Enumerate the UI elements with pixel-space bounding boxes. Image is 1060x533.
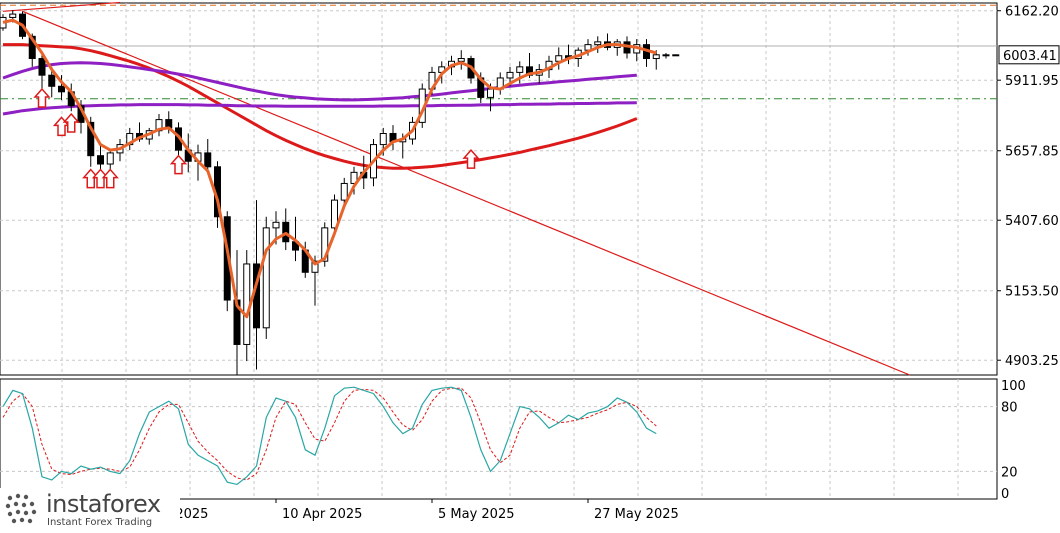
candle-body: [350, 171, 358, 184]
last-price-tag: [998, 45, 1060, 65]
candle-body: [457, 58, 465, 62]
oscillator-tick-label: 100: [1001, 379, 1026, 394]
candle-body: [106, 152, 114, 165]
candle-body: [97, 155, 104, 165]
up-arrow-icon: [62, 112, 80, 133]
candle-body: [243, 263, 251, 345]
candle-body: [38, 58, 46, 76]
candle-body: [340, 182, 348, 201]
price-tick-label: 6162.20: [1005, 5, 1059, 20]
price-tick-label: 5153.50: [1005, 285, 1059, 300]
brand-tagline: Instant Forex Trading: [47, 517, 153, 528]
candle-body: [272, 221, 280, 229]
candle-body: [204, 152, 212, 168]
brand-name: instaforex: [46, 490, 161, 518]
candle-body: [48, 74, 56, 87]
price-tick-label: 5657.85: [1005, 145, 1059, 160]
candle-body: [58, 85, 65, 93]
oscillator-tick-label: 80: [1001, 401, 1018, 416]
brand-logo: instaforex Instant Forex Trading: [0, 488, 180, 533]
up-arrow-icon: [101, 168, 119, 189]
candle-body: [379, 132, 387, 146]
price-tick-label: 5911.95: [1005, 74, 1059, 89]
candle-body: [28, 35, 36, 60]
up-arrow-icon: [169, 154, 188, 175]
candle-body: [331, 199, 338, 229]
candle-body: [87, 121, 95, 157]
candle-body: [672, 54, 680, 57]
date-label: 27 May 2025: [594, 507, 679, 522]
oscillator-panel: [0, 378, 998, 500]
moving-average-line: [3, 43, 638, 170]
up-arrow-icon: [462, 148, 480, 169]
candle-body: [506, 71, 514, 79]
price-tick-label: 4903.25: [1005, 354, 1059, 369]
stochastic-main-line: [2, 386, 657, 486]
candle-body: [662, 54, 670, 57]
candle-body: [487, 88, 494, 98]
candle-body: [516, 66, 524, 73]
price-tick-label: 5407.60: [1005, 214, 1059, 229]
moving-average-line: [2, 61, 637, 102]
main-panel: [0, 2, 998, 376]
stochastic-signal-line: [2, 387, 657, 481]
date-label: 5 May 2025: [438, 507, 515, 522]
brand-globe-icon: [5, 493, 37, 524]
candle-body: [9, 13, 17, 18]
candle-body: [311, 260, 319, 273]
up-arrow-icon: [33, 87, 51, 108]
moving-average-line: [2, 18, 657, 319]
oscillator-tick-label: 20: [1001, 465, 1018, 480]
last-price-label: 6003.41: [1003, 49, 1057, 64]
candle-body: [652, 54, 660, 60]
trendline: [2, 1, 121, 12]
date-label: 10 Apr 2025: [282, 507, 362, 522]
moving-average-line: [2, 101, 637, 116]
candle-body: [321, 227, 329, 262]
oscillator-tick-label: 0: [1001, 487, 1009, 502]
candle-body: [262, 227, 270, 329]
candle-body: [594, 41, 602, 46]
